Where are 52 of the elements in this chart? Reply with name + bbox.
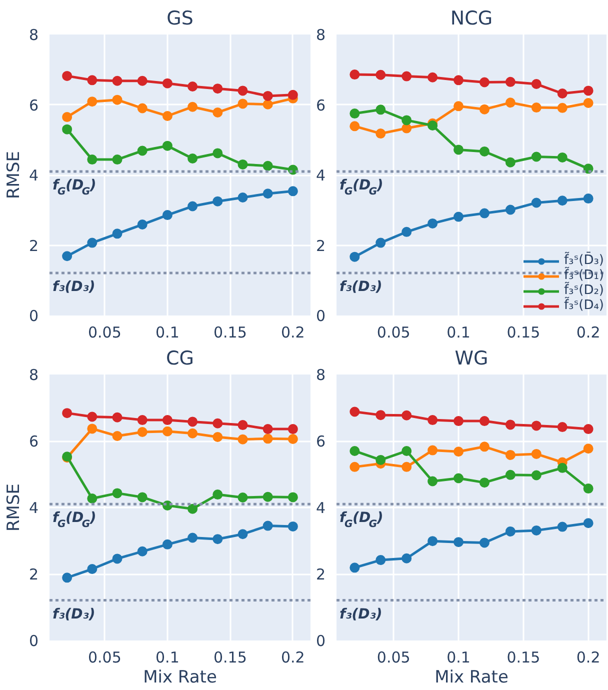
x-tick-label: 0.15 xyxy=(506,324,540,342)
x-tick-label: 0.15 xyxy=(213,324,247,342)
legend-label: f̃₃ˢ(D₄) xyxy=(564,298,604,313)
ref-line-label: f₃(D₃) xyxy=(52,606,96,622)
x-tick-label: 0.05 xyxy=(376,648,410,666)
ref-line-label: f₃(D₃) xyxy=(340,279,382,295)
y-tick-label: 0 xyxy=(316,632,326,650)
y-axis-title: RMSE xyxy=(4,483,24,532)
legend-label: f̃₃ˢ(D̄₃) xyxy=(564,253,604,268)
y-tick-label: 6 xyxy=(316,96,326,114)
y-tick-label: 6 xyxy=(316,432,326,450)
y-tick-label: 8 xyxy=(28,366,39,384)
y-tick-label: 0 xyxy=(28,632,39,650)
y-tick-label: 2 xyxy=(28,236,39,255)
x-tick-label: 0.1 xyxy=(156,324,180,342)
chart-title: CG xyxy=(166,348,194,370)
x-tick-label: 0.15 xyxy=(213,648,247,666)
x-tick-label: 0.05 xyxy=(88,324,122,342)
ref-line-label: f₃(D₃) xyxy=(52,279,96,295)
x-tick-label: 0.2 xyxy=(281,648,305,666)
chart-title: NCG xyxy=(450,8,493,30)
ref-line-label: f₃(D₃) xyxy=(340,606,382,622)
legend-label: f̃₃ˢ(D₁) xyxy=(564,268,604,283)
y-tick-label: 8 xyxy=(28,26,39,44)
y-tick-label: 4 xyxy=(316,499,326,517)
y-tick-label: 0 xyxy=(316,307,326,325)
y-tick-label: 0 xyxy=(28,307,39,325)
y-tick-label: 4 xyxy=(28,499,39,517)
y-tick-label: 4 xyxy=(316,166,326,184)
x-axis-title: Mix Rate xyxy=(434,668,508,688)
x-tick-label: 0.15 xyxy=(506,648,540,666)
y-axis-title: RMSE xyxy=(4,150,24,200)
x-tick-label: 0.2 xyxy=(281,324,305,342)
y-tick-label: 6 xyxy=(28,96,39,114)
y-tick-label: 2 xyxy=(316,566,326,584)
x-tick-label: 0.2 xyxy=(576,324,600,342)
chart-title: GS xyxy=(166,8,194,30)
y-tick-label: 8 xyxy=(316,26,326,44)
y-tick-label: 6 xyxy=(28,432,39,450)
x-tick-label: 0.1 xyxy=(446,324,470,342)
y-tick-label: 8 xyxy=(316,366,326,384)
x-tick-label: 0.05 xyxy=(88,648,122,666)
y-tick-label: 2 xyxy=(316,236,326,255)
x-tick-label: 0.2 xyxy=(576,648,600,666)
x-tick-label: 0.1 xyxy=(156,648,180,666)
x-axis-title: Mix Rate xyxy=(143,668,217,688)
y-tick-label: 4 xyxy=(28,166,39,184)
legend-label: f̃₃ˢ(D₂) xyxy=(564,283,604,298)
x-tick-label: 0.1 xyxy=(446,648,470,666)
chart-title: WG xyxy=(454,348,488,370)
y-tick-label: 2 xyxy=(28,566,39,584)
x-tick-label: 0.05 xyxy=(376,324,410,342)
